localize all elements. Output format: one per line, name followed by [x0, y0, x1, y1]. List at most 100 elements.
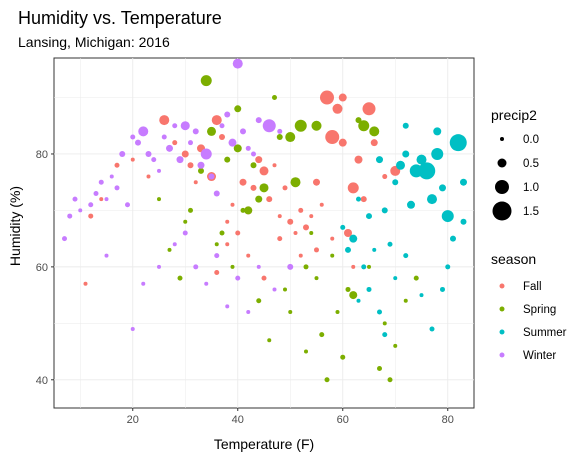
- data-point-summer: [366, 286, 372, 292]
- data-point-fall: [313, 178, 320, 186]
- data-point-winter: [157, 264, 161, 269]
- data-point-winter: [256, 264, 261, 269]
- size-legend-label: 1.0: [523, 182, 539, 194]
- data-point-summer: [445, 264, 451, 270]
- data-point-spring: [188, 207, 193, 213]
- data-point-spring: [198, 167, 204, 174]
- data-point-spring: [324, 377, 330, 383]
- data-point-fall: [351, 264, 356, 269]
- data-point-winter: [166, 144, 173, 152]
- data-point-winter: [200, 148, 212, 160]
- data-point-winter: [157, 168, 161, 173]
- data-point-summer: [460, 218, 467, 225]
- data-point-fall: [277, 214, 282, 219]
- data-point-spring: [393, 343, 398, 348]
- data-point-winter: [262, 119, 276, 133]
- data-point-winter: [192, 128, 199, 135]
- data-point-fall: [193, 180, 198, 185]
- data-point-fall: [360, 196, 367, 203]
- data-point-fall: [114, 162, 120, 168]
- color-legend-label-summer: Summer: [523, 327, 567, 339]
- data-point-fall: [338, 93, 347, 102]
- size-legend-label: 0.0: [523, 134, 539, 146]
- data-point-spring: [272, 95, 277, 101]
- data-point-winter: [151, 157, 157, 163]
- data-point-spring: [219, 230, 225, 236]
- color-legend-label-spring: Spring: [523, 304, 556, 316]
- data-point-spring: [288, 310, 293, 315]
- data-point-spring: [294, 119, 307, 132]
- x-axis-ticks: 20 40 60 80: [127, 408, 454, 426]
- y-axis-ticks: 40 60 80: [36, 149, 54, 387]
- data-point-summer: [431, 147, 444, 160]
- data-point-spring: [250, 162, 257, 169]
- data-point-summer: [345, 246, 351, 253]
- data-point-summer: [377, 309, 382, 315]
- data-point-summer: [416, 154, 427, 165]
- data-point-fall: [255, 156, 263, 164]
- data-point-summer: [349, 234, 358, 243]
- data-point-spring: [167, 247, 172, 252]
- data-point-winter: [130, 134, 136, 140]
- data-point-spring: [413, 275, 419, 281]
- data-point-winter: [135, 139, 141, 146]
- data-point-winter: [188, 140, 193, 146]
- data-point-spring: [314, 276, 319, 281]
- data-point-fall: [320, 90, 334, 105]
- data-point-fall: [181, 150, 189, 158]
- data-point-winter: [240, 128, 246, 135]
- data-point-fall: [235, 230, 241, 236]
- data-point-fall: [219, 134, 225, 141]
- data-point-spring: [256, 298, 262, 304]
- color-legend: season Fall Spring Summer Winter: [491, 251, 567, 362]
- data-point-spring: [358, 120, 370, 132]
- size-legend-title: precip2: [491, 107, 537, 123]
- data-point-winter: [78, 208, 83, 213]
- size-legend-label: 0.5: [523, 158, 539, 170]
- data-point-winter: [213, 190, 220, 197]
- data-point-spring: [319, 332, 325, 338]
- data-point-winter: [93, 190, 99, 196]
- data-point-fall: [172, 140, 178, 146]
- data-point-winter: [130, 326, 135, 331]
- data-point-fall: [250, 184, 257, 191]
- data-point-summer: [381, 207, 388, 214]
- size-legend-key: [497, 158, 507, 168]
- data-point-spring: [309, 231, 314, 235]
- data-point-fall: [230, 202, 235, 207]
- data-point-summer: [460, 178, 467, 186]
- data-point-summer: [450, 235, 456, 242]
- data-point-spring: [240, 207, 246, 213]
- data-point-winter: [255, 117, 262, 124]
- data-point-summer: [433, 127, 442, 136]
- data-point-spring: [335, 310, 340, 315]
- data-point-winter: [161, 134, 167, 140]
- data-point-winter: [72, 196, 78, 202]
- y-tick-label: 80: [36, 149, 48, 161]
- data-point-spring: [214, 242, 219, 247]
- data-point-spring: [157, 197, 161, 202]
- data-point-spring: [267, 338, 272, 343]
- color-legend-label-winter: Winter: [523, 350, 556, 362]
- data-point-fall: [261, 275, 267, 281]
- data-point-fall: [382, 174, 388, 180]
- data-point-winter: [272, 287, 277, 292]
- data-point-fall: [214, 270, 220, 276]
- data-point-fall: [282, 185, 288, 191]
- x-tick-label: 40: [232, 414, 244, 426]
- data-point-spring: [303, 264, 309, 270]
- data-point-summer: [402, 122, 409, 129]
- data-point-spring: [369, 126, 380, 137]
- data-point-spring: [183, 219, 188, 224]
- data-point-summer: [382, 332, 388, 338]
- data-point-winter: [197, 161, 205, 169]
- x-tick-label: 60: [337, 414, 349, 426]
- data-point-summer: [449, 134, 467, 152]
- data-point-winter: [251, 151, 256, 157]
- data-point-winter: [62, 236, 67, 242]
- data-point-spring: [382, 321, 387, 326]
- data-point-spring: [290, 177, 301, 188]
- x-tick-label: 80: [442, 414, 454, 426]
- y-tick-label: 40: [36, 375, 48, 387]
- data-point-fall: [370, 139, 378, 147]
